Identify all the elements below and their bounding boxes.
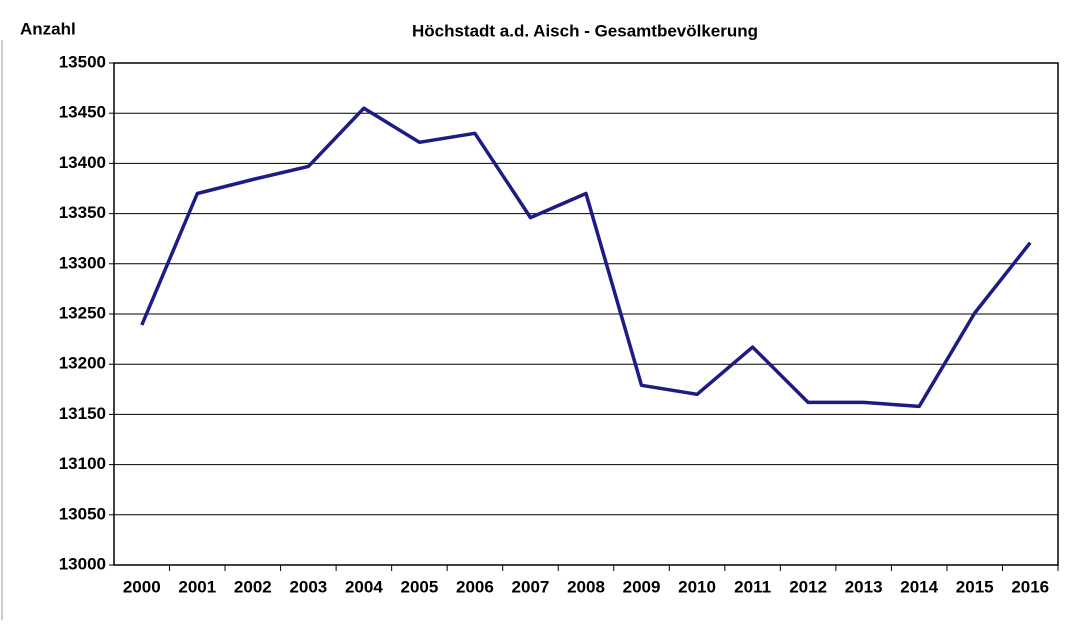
y-tick-label: 13250: [59, 303, 106, 322]
x-tick-label: 2010: [678, 577, 716, 596]
x-tick-label: 2000: [123, 577, 161, 596]
x-tick-label: 2004: [345, 577, 383, 596]
y-tick-label: 13350: [59, 203, 106, 222]
y-tick-label: 13150: [59, 404, 106, 423]
x-tick-label: 2006: [456, 577, 494, 596]
x-tick-label: 2007: [512, 577, 550, 596]
x-tick-label: 2009: [623, 577, 661, 596]
x-tick-label: 2016: [1011, 577, 1049, 596]
y-tick-label: 13100: [59, 454, 106, 473]
x-tick-label: 2005: [400, 577, 438, 596]
x-tick-label: 2012: [789, 577, 827, 596]
y-tick-label: 13300: [59, 253, 106, 272]
x-tick-label: 2015: [956, 577, 994, 596]
y-axis-label: Anzahl: [20, 19, 76, 38]
y-tick-label: 13000: [59, 554, 106, 573]
y-tick-label: 13200: [59, 354, 106, 373]
x-tick-label: 2011: [734, 577, 771, 596]
chart-title: Höchstadt a.d. Aisch - Gesamtbevölkerung: [412, 21, 758, 40]
x-tick-label: 2001: [178, 577, 216, 596]
y-tick-label: 13050: [59, 504, 106, 523]
plot-frame: [113, 62, 1059, 566]
y-tick-label: 13500: [59, 52, 106, 71]
y-tick-label: 13400: [59, 153, 106, 172]
x-tick-label: 2002: [234, 577, 272, 596]
data-line: [140, 106, 1032, 409]
x-tick-label: 2013: [845, 577, 883, 596]
x-tick-label: 2014: [900, 577, 938, 596]
y-tick-label: 13450: [59, 103, 106, 122]
x-tick-label: 2008: [567, 577, 605, 596]
x-tick-label: 2003: [289, 577, 327, 596]
